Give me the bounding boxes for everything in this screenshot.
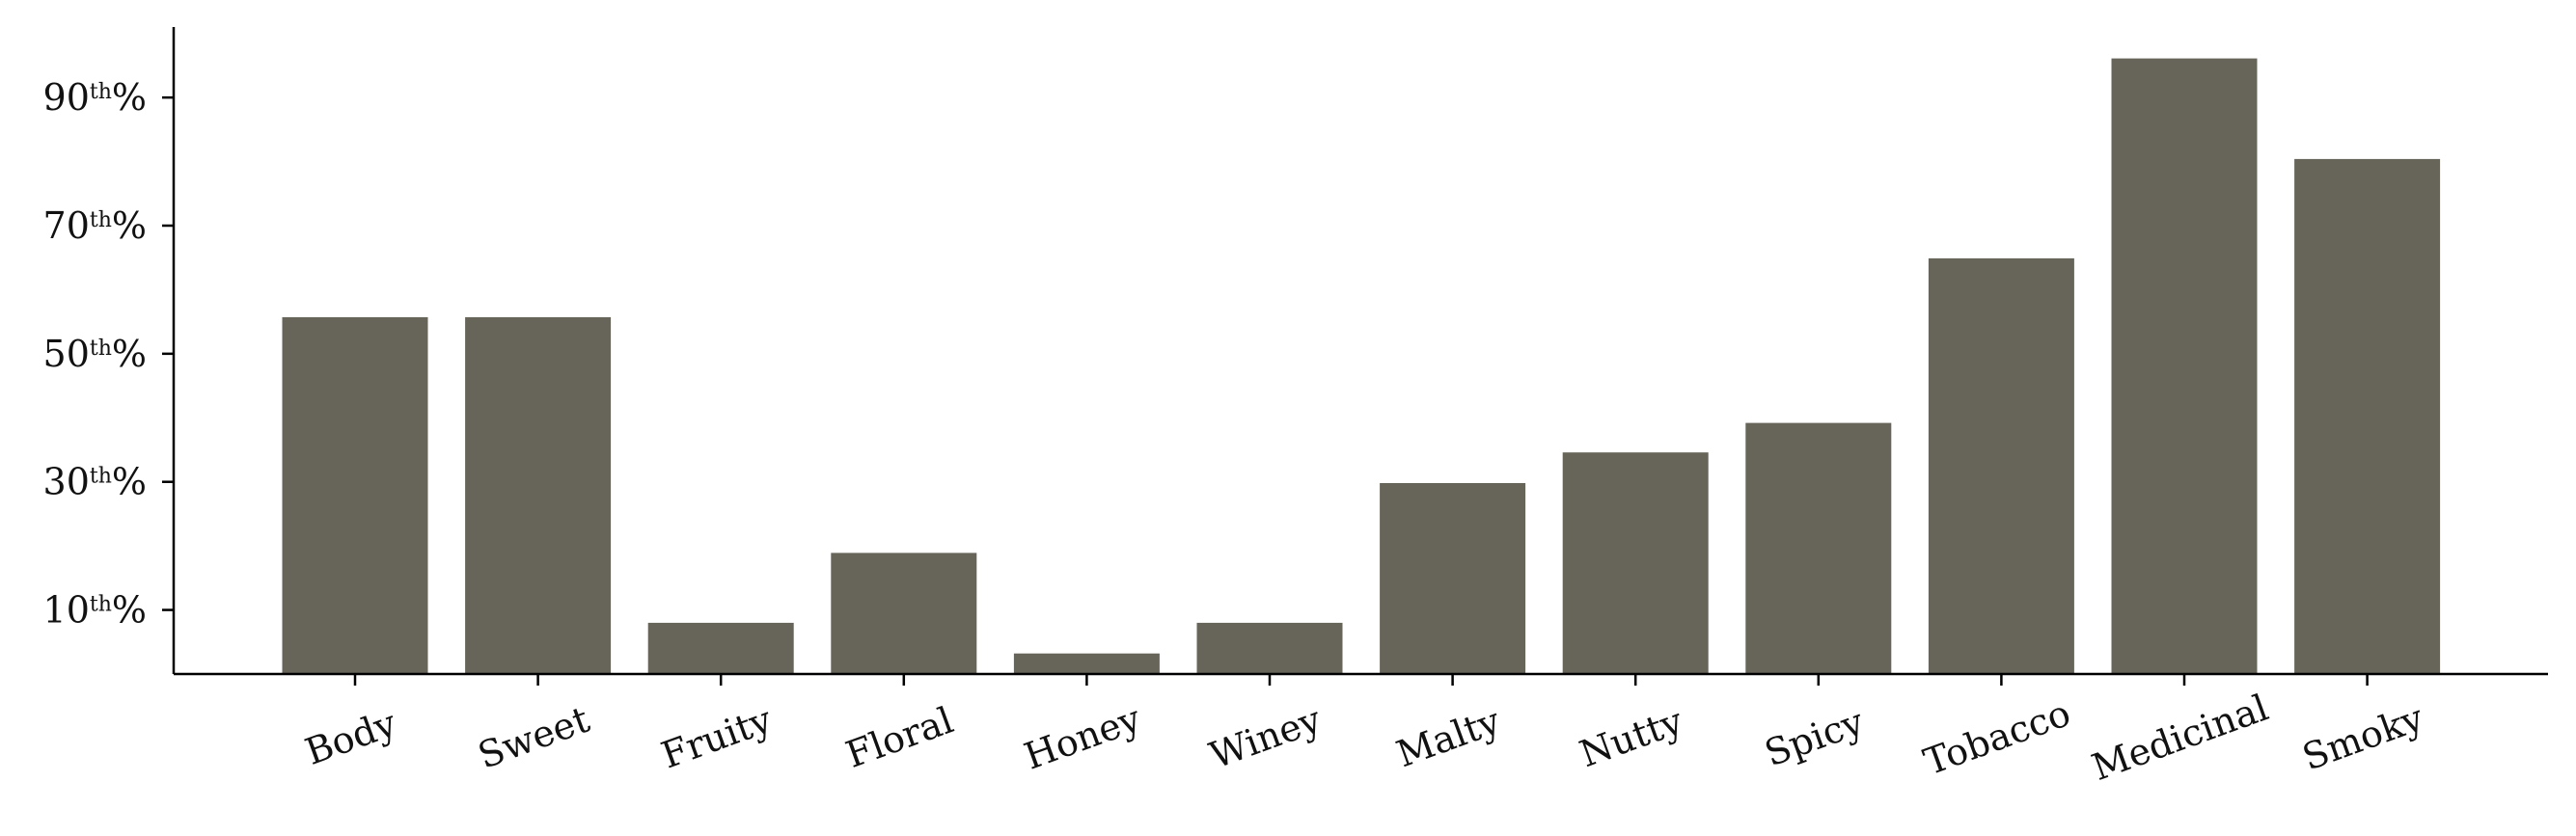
x-tick-label: Nutty	[1575, 699, 1689, 775]
x-tick-label: Tobacco	[1918, 691, 2075, 783]
bar-medicinal	[2111, 58, 2258, 675]
y-tick-label: 90th%	[43, 76, 147, 119]
x-axis-ticks: Body Sweet Fruity Floral Honey Winey Malty Nutt…	[300, 674, 2429, 789]
y-tick-number: 70	[43, 204, 90, 247]
y-tick-suffix: th	[90, 80, 112, 104]
x-tick-label: Floral	[840, 699, 959, 776]
bar-smoky	[2294, 158, 2441, 674]
y-tick-number: 10	[43, 589, 90, 632]
x-tick-label: Medicinal	[2086, 687, 2273, 790]
x-tick-label: Smoky	[2297, 696, 2429, 779]
x-tick-label: Sweet	[473, 698, 595, 777]
bar-winey	[1196, 622, 1343, 674]
y-tick-unit: %	[112, 589, 147, 632]
bar-honey	[1013, 653, 1160, 674]
x-tick-label: Spicy	[1759, 700, 1869, 775]
bar-fruity	[647, 622, 794, 674]
x-tick-label: Fruity	[656, 698, 778, 777]
bar-tobacco	[1928, 257, 2074, 674]
y-axis-ticks: 10th%30th%50th%70th%90th%	[43, 76, 174, 632]
y-tick-label: 10th%	[43, 589, 147, 632]
x-tick-label: Winey	[1204, 698, 1327, 777]
bar-floral	[831, 553, 977, 674]
y-tick-unit: %	[112, 461, 147, 503]
x-tick-label: Body	[300, 701, 402, 773]
bar-spicy	[1745, 422, 1892, 674]
y-tick-suffix: th	[90, 337, 112, 361]
y-tick-number: 50	[43, 333, 90, 375]
y-tick-label: 50th%	[43, 333, 147, 375]
y-tick-suffix: th	[90, 593, 112, 617]
y-tick-suffix: th	[90, 465, 112, 489]
bars-group	[282, 58, 2441, 675]
bar-body	[282, 317, 428, 674]
y-tick-suffix: th	[90, 208, 112, 232]
y-tick-unit: %	[112, 76, 147, 119]
x-tick-label: Honey	[1019, 697, 1146, 778]
bar-malty	[1380, 483, 1526, 674]
y-tick-label: 30th%	[43, 461, 147, 503]
y-tick-label: 70th%	[43, 204, 147, 247]
y-tick-number: 90	[43, 76, 90, 119]
x-tick-label: Malty	[1391, 699, 1506, 775]
y-tick-number: 30	[43, 461, 90, 503]
bar-nutty	[1562, 452, 1709, 674]
y-tick-unit: %	[112, 333, 147, 375]
y-tick-unit: %	[112, 204, 147, 247]
bar-sweet	[465, 317, 612, 674]
